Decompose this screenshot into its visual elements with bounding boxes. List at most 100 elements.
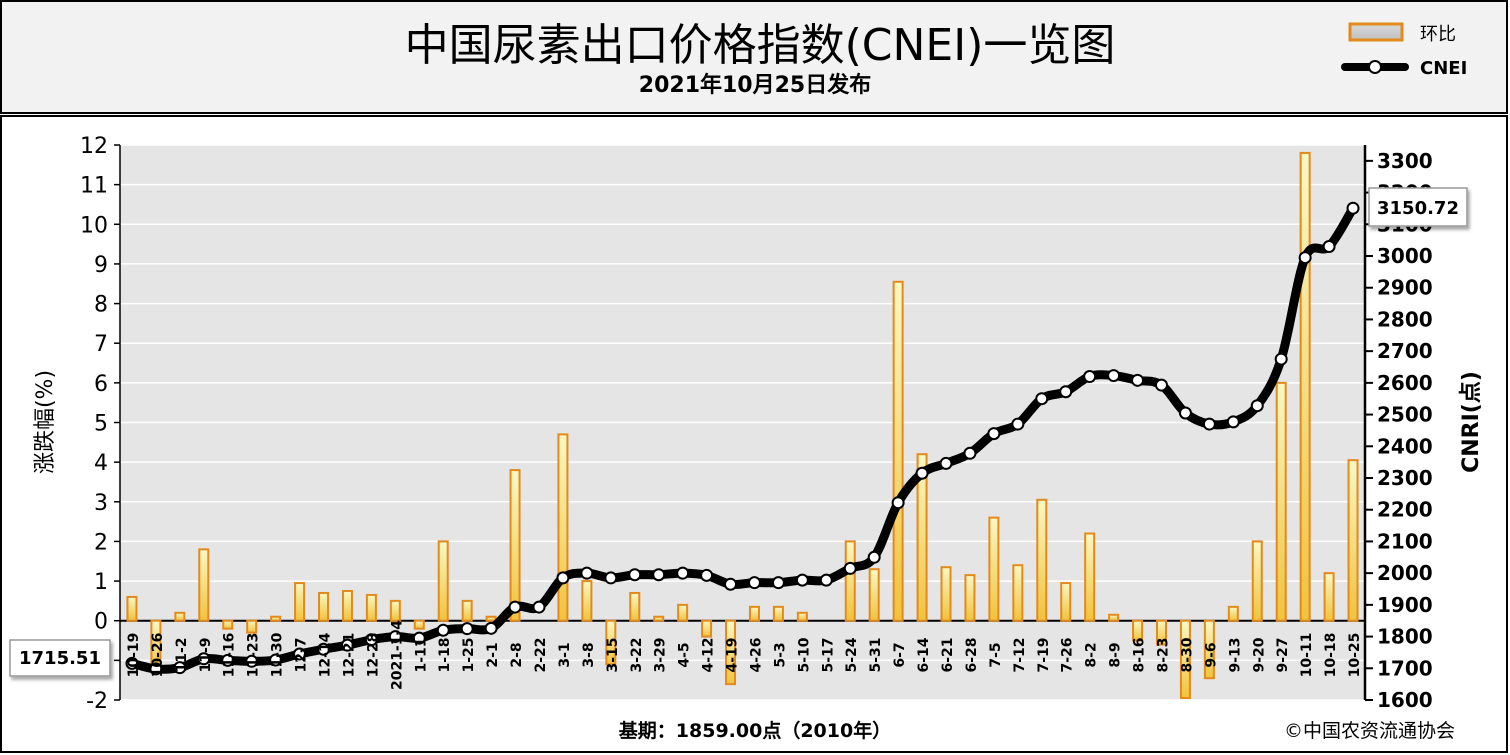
y2-tick-label: 1700: [1377, 656, 1433, 680]
x-tick-label: 4-26: [748, 637, 764, 672]
change-bar: [318, 591, 330, 622]
x-tick-label: 7-19: [1036, 637, 1052, 672]
cnei-point: [987, 427, 1001, 441]
cnei-point: [532, 600, 546, 614]
end-value-callout: 3150.72: [1368, 187, 1468, 227]
x-tick-label: 12-28: [365, 633, 381, 678]
y-tick-label: 2: [94, 530, 108, 555]
y-tick-label: 1: [94, 570, 108, 595]
cnei-point: [364, 633, 378, 647]
x-tick-label: 2-22: [533, 637, 549, 672]
cnei-point: [1154, 378, 1168, 392]
legend: 环比 CNEI: [1341, 22, 1467, 79]
x-tick-label: 3-8: [581, 642, 597, 667]
x-tick-label: 10-18: [1323, 633, 1339, 678]
cnei-point: [795, 573, 809, 587]
cnei-point: [1274, 352, 1288, 366]
cnei-point: [963, 446, 977, 460]
change-bar: [796, 611, 808, 622]
change-bar: [509, 469, 521, 622]
cnei-point: [1346, 201, 1360, 215]
change-bar: [892, 280, 904, 622]
cnei-point: [724, 577, 738, 591]
copyright-note: ©中国农资流通协会: [1284, 720, 1455, 742]
y-tick-label: 11: [80, 174, 108, 199]
y2-tick-label: 2100: [1377, 529, 1433, 553]
x-tick-label: 9-13: [1227, 637, 1243, 672]
y-axis-label: 涨跌幅(%): [33, 370, 58, 474]
x-tick-label: 6-21: [940, 637, 956, 672]
change-bar: [389, 599, 401, 622]
y2-tick-label: 3300: [1377, 149, 1433, 173]
change-bar: [365, 593, 377, 622]
y2-tick-label: 1900: [1377, 593, 1433, 617]
change-bar: [294, 582, 306, 622]
x-tick-label: 11-2: [174, 637, 190, 672]
change-bar: [413, 619, 425, 630]
x-tick-label: 1-25: [461, 637, 477, 672]
cnei-point: [221, 653, 235, 667]
x-tick-label: 9-27: [1275, 637, 1291, 672]
y2-tick-label: 2000: [1377, 561, 1433, 585]
cnei-point: [939, 456, 953, 470]
start-value-text: 1715.51: [19, 648, 101, 669]
x-tick-label: 7-12: [1012, 637, 1028, 672]
change-bar: [940, 566, 952, 622]
change-bar: [198, 548, 210, 622]
x-tick-label: 11-9: [198, 637, 214, 672]
change-bar: [868, 568, 880, 622]
y-tick-label: 3: [94, 491, 108, 516]
header-panel: [0, 0, 1508, 114]
change-bar: [653, 615, 665, 622]
change-bar: [126, 595, 138, 622]
y2-axis-ticks: 1600 1700 1800 1900 2000 2100 2200 2300 2400 2500…: [1365, 149, 1433, 712]
x-tick-label: 8-2: [1084, 642, 1100, 667]
y2-tick-label: 2700: [1377, 339, 1433, 363]
y-tick-label: 10: [80, 213, 108, 238]
change-bar: [725, 619, 737, 686]
x-tick-label: 2-1: [485, 642, 501, 667]
x-tick-label: 12-7: [294, 637, 310, 672]
change-bar: [988, 516, 1000, 622]
x-tick-label: 8-30: [1179, 637, 1195, 672]
x-tick-label: 9-6: [1203, 642, 1219, 667]
change-bar: [341, 589, 353, 622]
y2-tick-label: 2300: [1377, 466, 1433, 490]
cnei-point: [700, 568, 714, 582]
x-tick-label: 2-8: [509, 642, 525, 667]
y-tick-label: 8: [94, 293, 108, 318]
cnei-point: [580, 566, 594, 580]
start-value-callout: 1715.51: [9, 639, 111, 677]
cnei-point: [269, 653, 283, 667]
cnei-point: [652, 568, 666, 582]
x-axis-ticks: 10-19 10-26 11-2 11-9 11-16 11-23 11-30 12-7 12-…: [126, 620, 1363, 690]
y-tick-label: 6: [94, 372, 108, 397]
cnei-point: [1011, 417, 1025, 431]
change-bar: [964, 574, 976, 622]
change-bar: [1084, 532, 1096, 622]
cnei-point: [412, 631, 426, 645]
cnei-point: [1322, 239, 1336, 253]
x-tick-label: 2021-1-4: [389, 620, 405, 690]
cnei-point: [1131, 373, 1145, 387]
x-tick-label: 10-19: [126, 633, 142, 678]
y-tick-label: -2: [86, 689, 108, 714]
cnei-point: [197, 652, 211, 666]
y2-tick-label: 3000: [1377, 244, 1433, 268]
y-tick-label: 5: [94, 412, 108, 437]
change-bar: [629, 591, 641, 622]
y2-axis-label: CNRI(点): [1458, 371, 1484, 473]
cnei-point: [149, 662, 163, 676]
change-bar: [437, 540, 449, 622]
cnei-point: [843, 561, 857, 575]
change-bar: [1132, 619, 1144, 642]
x-tick-label: 11-30: [270, 632, 286, 677]
cnei-point: [1298, 251, 1312, 265]
change-bar: [1323, 572, 1335, 622]
cnei-point: [1107, 369, 1121, 383]
change-bar: [605, 619, 617, 666]
legend-line-label: CNEI: [1420, 58, 1467, 79]
y-axis-ticks: -2-10123456789101112: [80, 134, 120, 714]
x-tick-label: 5-24: [844, 637, 860, 672]
